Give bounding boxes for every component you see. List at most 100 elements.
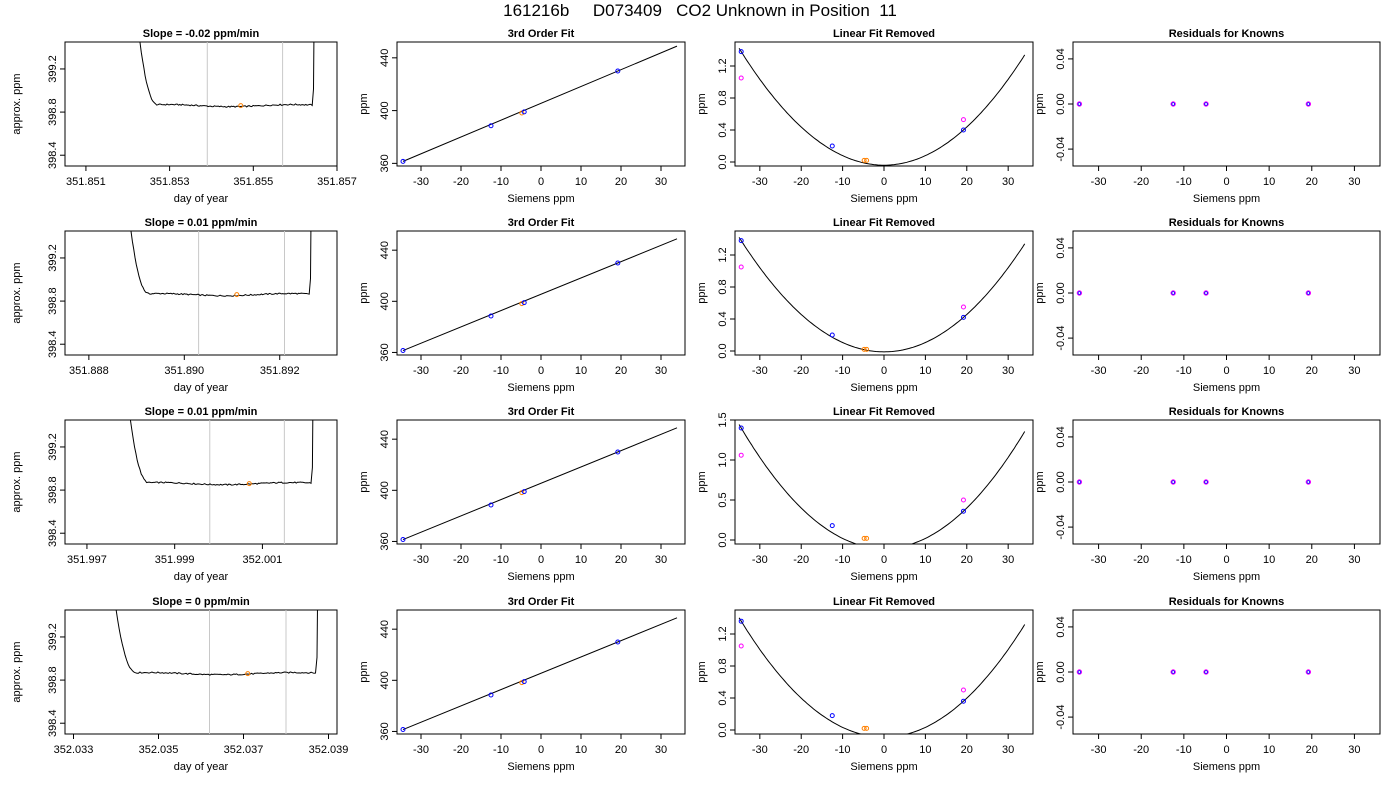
data-trace	[130, 231, 312, 297]
x-tick-label: -20	[1133, 554, 1149, 566]
x-axis-label: Siemens ppm	[1193, 761, 1260, 773]
x-tick-label: 351.851	[66, 176, 106, 188]
plot-area	[115, 610, 318, 734]
unknown-point	[738, 643, 744, 649]
x-tick-label: -30	[413, 365, 429, 377]
panel-title: Slope = 0.01 ppm/min	[145, 406, 258, 418]
y-tick-label: 0.8	[717, 90, 729, 105]
x-axis-label: Siemens ppm	[507, 193, 574, 205]
residual-point-magenta	[1203, 669, 1209, 675]
residual-point-blue	[1306, 670, 1311, 674]
x-tick-label: -10	[493, 554, 509, 566]
panel-title: 3rd Order Fit	[508, 406, 575, 418]
x-tick-label: 0	[538, 554, 544, 566]
plot-frame	[396, 609, 686, 735]
y-tick-label: 0.00	[1055, 93, 1067, 114]
x-tick-label: 20	[1306, 744, 1318, 756]
known-point	[864, 725, 870, 731]
panel-2-fit: 3rd Order Fit -30 -20 -10 0 10 20 30 360 400 440 Si…	[358, 217, 686, 394]
known-point	[738, 238, 744, 244]
y-tick-label: 0.04	[1055, 48, 1067, 69]
y-tick-label: -0.04	[1055, 137, 1067, 162]
residual-curve	[738, 48, 1026, 166]
y-tick-label: 398.8	[47, 287, 59, 315]
residual-point-magenta	[1203, 101, 1209, 107]
panel-title: Slope = 0 ppm/min	[152, 596, 250, 608]
x-tick-label: -20	[453, 176, 469, 188]
y-axis-label: approx. ppm	[11, 451, 23, 512]
residual-point-blue	[1077, 291, 1082, 295]
plot-area	[139, 42, 315, 166]
x-tick-label: 0	[1223, 176, 1229, 188]
x-tick-label: -20	[1133, 365, 1149, 377]
x-tick-label: -20	[1133, 176, 1149, 188]
y-tick-label: 0.04	[1055, 426, 1067, 447]
residual-curve	[738, 424, 1026, 544]
plot-frame	[1072, 230, 1381, 356]
x-tick-label: 351.853	[150, 176, 190, 188]
y-tick-label: 1.0	[717, 452, 729, 467]
y-axis-label: approx. ppm	[11, 73, 23, 134]
data-point	[521, 679, 527, 685]
y-tick-label: 398.8	[47, 666, 59, 694]
residual-point-blue	[1204, 291, 1208, 295]
plot-frame	[1072, 609, 1381, 735]
y-tick-label: 0.0	[717, 154, 729, 169]
y-tick-label: 0.00	[1055, 661, 1067, 682]
current-marker	[246, 481, 252, 487]
data-point	[521, 109, 527, 115]
unknown-point	[738, 264, 744, 270]
x-tick-label: 10	[1263, 744, 1275, 756]
x-tick-label: 351.997	[67, 554, 107, 566]
data-point	[615, 260, 621, 266]
plot-area	[738, 424, 1026, 544]
y-axis-label: ppm	[358, 471, 370, 492]
x-axis-label: Siemens ppm	[850, 193, 917, 205]
known-point	[829, 523, 835, 529]
x-tick-label: -30	[1091, 365, 1107, 377]
y-tick-label: 0.00	[1055, 471, 1067, 492]
data-point	[521, 300, 527, 306]
known-point	[864, 157, 870, 163]
y-tick-label: 398.4	[47, 709, 59, 737]
residual-point-magenta	[1170, 101, 1176, 107]
residual-point-blue	[1171, 291, 1176, 295]
fit-line	[402, 238, 678, 351]
x-tick-label: -20	[793, 365, 809, 377]
known-point	[861, 535, 867, 541]
plot-area	[400, 238, 678, 354]
x-tick-label: -30	[413, 176, 429, 188]
residual-point-magenta	[1170, 290, 1176, 296]
x-tick-label: 10	[1263, 554, 1275, 566]
x-axis-label: Siemens ppm	[507, 571, 574, 583]
unknown-point	[960, 117, 966, 123]
residual-point-magenta	[1170, 669, 1176, 675]
panel-4-fit: 3rd Order Fit -30 -20 -10 0 10 20 30 360 400 440 Si…	[358, 596, 686, 773]
x-tick-label: -20	[453, 554, 469, 566]
residual-point-blue	[1204, 102, 1208, 106]
x-tick-label: -20	[793, 744, 809, 756]
y-tick-label: 360	[379, 154, 391, 172]
x-tick-label: 351.890	[164, 365, 204, 377]
plot-frame	[64, 609, 338, 735]
x-tick-label: 352.035	[139, 744, 179, 756]
data-trace	[115, 610, 318, 676]
x-tick-label: 20	[615, 554, 627, 566]
known-point	[960, 314, 966, 320]
panel-title: Linear Fit Removed	[833, 406, 935, 418]
known-point	[861, 725, 867, 731]
residual-point-blue	[1306, 291, 1311, 295]
current-marker	[238, 103, 244, 109]
y-tick-label: 399.2	[47, 244, 59, 272]
known-point	[829, 713, 835, 719]
plot-area	[400, 427, 678, 543]
x-tick-label: 10	[1263, 176, 1275, 188]
data-point	[615, 449, 621, 455]
y-tick-label: -0.04	[1055, 705, 1067, 730]
plot-area	[1076, 101, 1312, 107]
panel-3-residual: Linear Fit Removed -30 -20 -10 0 10 20 30 0.0 0.5…	[696, 406, 1034, 583]
y-tick-label: 0.04	[1055, 616, 1067, 637]
plot-area	[1076, 479, 1312, 485]
x-tick-label: 0	[881, 744, 887, 756]
